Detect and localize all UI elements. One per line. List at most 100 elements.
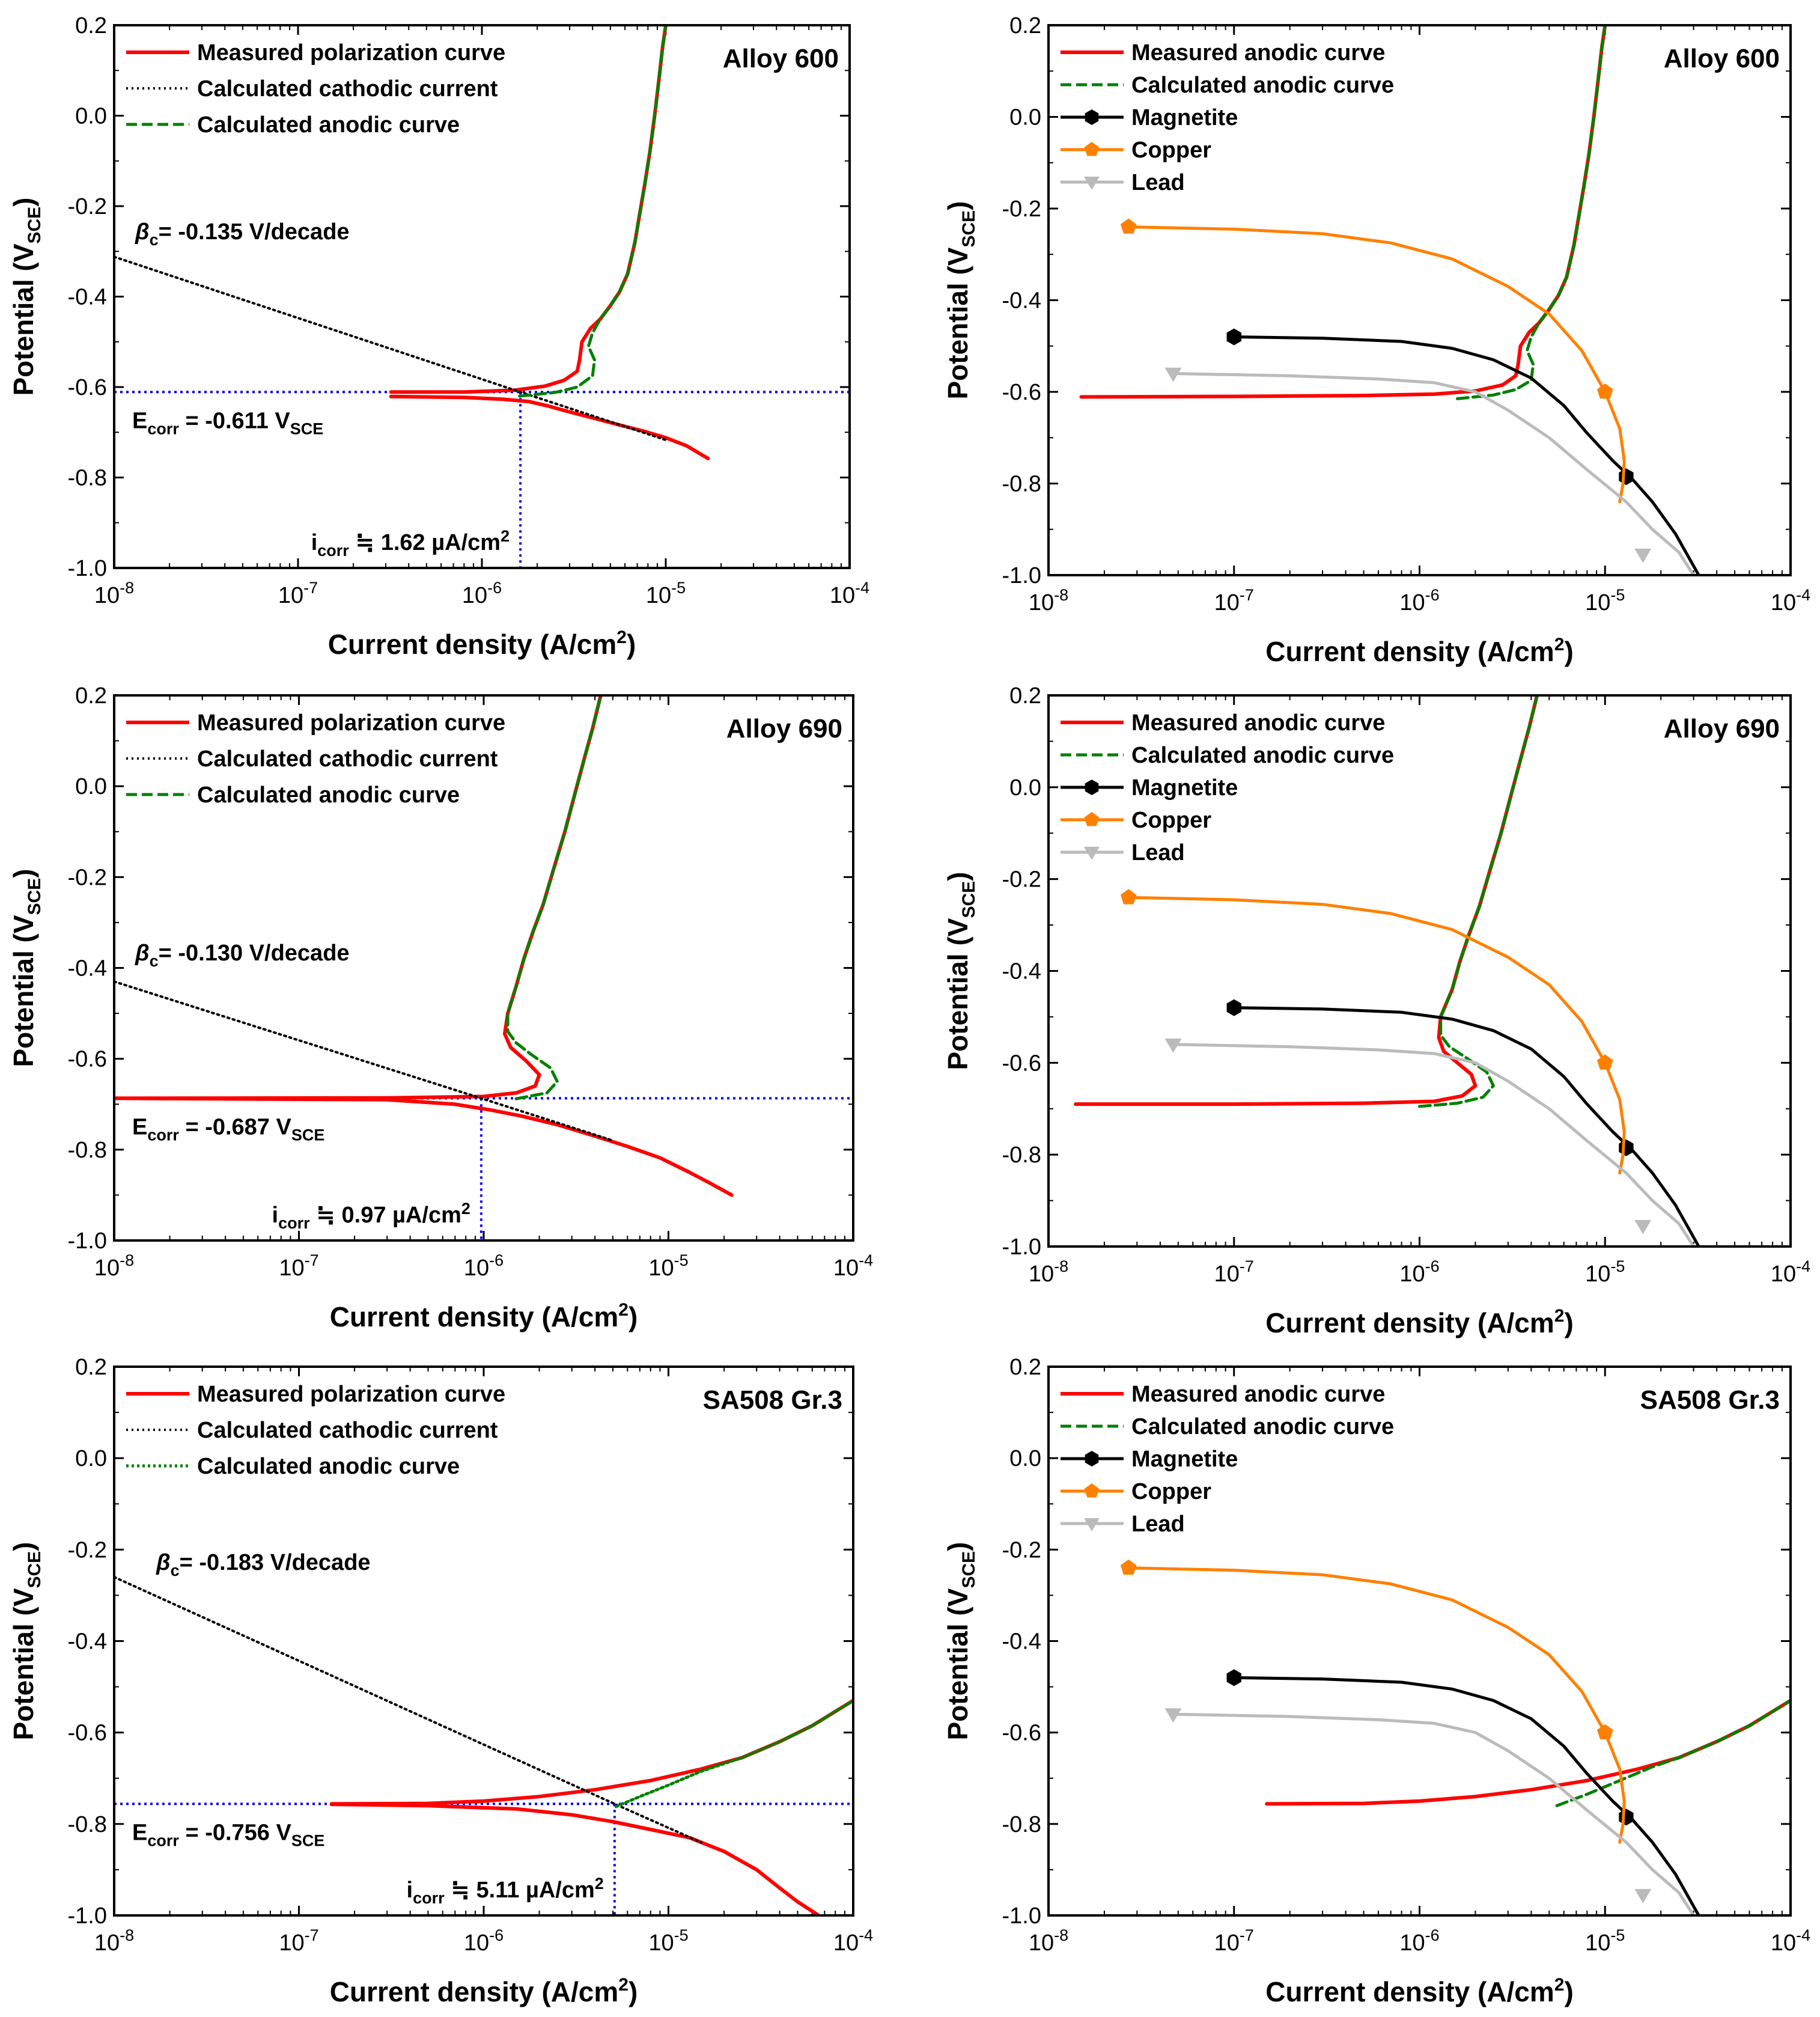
x-tick-label: 10-8 <box>94 579 134 608</box>
text-part: Potential (V <box>942 247 973 399</box>
lead-marker <box>1634 548 1652 563</box>
y-tick-label: -0.4 <box>1002 959 1041 984</box>
text-part: ) <box>1564 636 1573 667</box>
x-tick-label: 10-6 <box>464 1251 504 1281</box>
text-part: 10 <box>464 1930 489 1956</box>
series-line-anodic-3 <box>506 695 603 1100</box>
text-part: -8 <box>1054 1926 1068 1944</box>
y-tick-label: -0.4 <box>68 285 107 310</box>
text-part: β <box>135 941 150 966</box>
text-part: -6 <box>1425 586 1440 604</box>
y-tick-label: -0.8 <box>1002 472 1041 497</box>
text-part: 10 <box>94 583 120 608</box>
x-axis-title: Current density (A/cm2) <box>1265 1306 1574 1338</box>
text-part: c <box>171 1561 180 1579</box>
y-tick-label: -0.4 <box>1002 288 1041 314</box>
text-part: 10 <box>1771 590 1796 615</box>
y-tick-label: 0.2 <box>75 1355 107 1380</box>
legend-label: Magnetite <box>1131 775 1238 801</box>
magnetite-marker <box>1085 109 1099 125</box>
panel-title: Alloy 600 <box>723 44 839 73</box>
y-tick-label: -1.0 <box>68 1228 107 1254</box>
text-part: E <box>132 1114 147 1140</box>
text-part: 2 <box>501 527 510 545</box>
legend-label: Measured anodic curve <box>1131 1382 1385 1407</box>
text-part: ) <box>628 1976 638 2007</box>
magnetite-marker <box>1085 780 1099 795</box>
ecorr-annotation: Ecorr = -0.687 VSCE <box>132 1114 324 1144</box>
x-axis-title: Current density (A/cm2) <box>1265 1975 1574 2007</box>
text-part: 10 <box>1399 1262 1425 1287</box>
panel-title: SA508 Gr.3 <box>1640 1385 1780 1415</box>
y-tick-label: -0.6 <box>1002 380 1041 405</box>
series-line-lead-4 <box>1172 372 1696 575</box>
copper-marker <box>1596 1054 1613 1070</box>
text-part: corr <box>147 1126 179 1144</box>
y-tick-label: -0.6 <box>1002 1721 1041 1746</box>
plot-area <box>1079 25 1700 575</box>
text-part: = -0.611 V <box>179 408 291 433</box>
y-tick-label: -0.2 <box>1002 1537 1041 1563</box>
copper-marker <box>1120 218 1137 234</box>
x-tick-label: 10-4 <box>1771 1926 1810 1956</box>
magnetite-marker <box>1226 328 1241 346</box>
series-line-measured-1 <box>389 394 710 460</box>
plot-area <box>114 695 853 1240</box>
x-tick-label: 10-7 <box>1214 1926 1254 1956</box>
y-tick-label: -0.8 <box>1002 1143 1041 1168</box>
text-part: ) <box>942 1542 973 1551</box>
plot-frame <box>1047 24 1792 576</box>
text-part: -8 <box>1054 1257 1068 1275</box>
x-tick-label: 10-4 <box>833 1251 873 1281</box>
series-line-magnetite-2 <box>1232 335 1700 575</box>
y-tick-label: 0.0 <box>75 1446 107 1471</box>
x-tick-label: 10-6 <box>1399 586 1439 615</box>
text-part: ) <box>8 197 39 206</box>
legend-label: Calculated cathodic current <box>197 746 498 772</box>
legend-label: Magnetite <box>1131 105 1238 130</box>
chart-panel-2: 10-8 10-7 10-6 10-5 10-40.20.0-0.2-0.4-0.6-0… <box>942 13 1810 667</box>
text-part: 2 <box>1554 635 1565 655</box>
text-part: c <box>150 952 159 970</box>
plot-frame <box>113 694 854 1242</box>
text-part: 10 <box>646 583 671 608</box>
y-tick-label: 0.2 <box>75 683 107 709</box>
x-tick-label: 10-5 <box>1585 1257 1625 1287</box>
series-line-anodic-1 <box>1418 695 1539 1108</box>
text-part: 10 <box>1585 1930 1610 1956</box>
chart-panel-6: 10-8 10-7 10-6 10-5 10-40.20.0-0.2-0.4-0.6-0… <box>942 1355 1810 2007</box>
y-tick-label: -0.8 <box>68 1812 107 1837</box>
x-tick-label: 10-7 <box>279 1251 318 1281</box>
legend-label: Measured polarization curve <box>197 710 505 736</box>
text-part: 10 <box>833 1930 859 1956</box>
series-line-lead-4 <box>1172 1043 1696 1247</box>
series-line-copper-3 <box>1127 1566 1626 1844</box>
text-part: β <box>135 219 150 245</box>
legend-label: Copper <box>1131 1479 1211 1504</box>
x-tick-label: 10-4 <box>1771 1257 1810 1287</box>
legend-label: Measured polarization curve <box>197 1382 505 1407</box>
legend-label: Calculated cathodic current <box>197 1418 498 1443</box>
legend-label: Lead <box>1131 840 1185 865</box>
series-line-anodic-3 <box>518 25 668 398</box>
x-tick-label: 10-6 <box>464 1926 504 1956</box>
y-tick-label: -1.0 <box>1002 1903 1041 1929</box>
text-part: 10 <box>830 583 855 608</box>
text-part: 10 <box>278 583 303 608</box>
text-part: 10 <box>462 583 487 608</box>
text-part: corr <box>413 1889 445 1907</box>
series-line-copper-3 <box>1127 896 1626 1175</box>
series-line-measured-1 <box>114 1096 734 1197</box>
text-part: -7 <box>1240 1926 1254 1944</box>
text-part: 10 <box>1771 1930 1796 1956</box>
beta-annotation: βc= -0.183 V/decade <box>156 1550 371 1579</box>
legend-label: Calculated anodic curve <box>1131 1414 1394 1439</box>
text-part: -8 <box>1054 586 1068 604</box>
y-tick-label: 0.0 <box>1009 105 1041 130</box>
text-part: 2 <box>618 1975 628 1995</box>
plot-frame <box>1047 1366 1792 1917</box>
series-line-lead-4 <box>1172 1712 1696 1915</box>
copper-marker <box>1596 1724 1613 1739</box>
text-part: -6 <box>489 1926 504 1944</box>
